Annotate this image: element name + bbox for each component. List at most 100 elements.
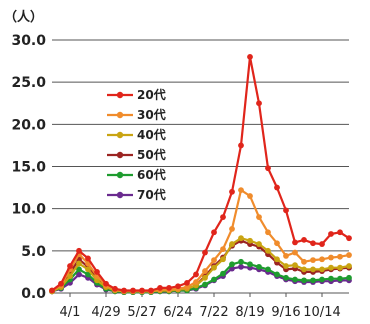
data-point — [247, 53, 253, 60]
data-point — [337, 264, 343, 271]
data-point — [229, 241, 235, 247]
x-tick-label: 10/14 — [303, 305, 340, 320]
data-point — [184, 279, 190, 286]
data-point — [76, 266, 82, 273]
data-point — [229, 188, 235, 195]
series-lines — [49, 53, 352, 296]
data-point — [346, 235, 352, 242]
data-point — [274, 184, 280, 191]
data-point — [184, 284, 190, 290]
data-point — [211, 257, 217, 264]
data-point — [301, 258, 307, 265]
data-point — [139, 287, 145, 294]
data-point — [220, 246, 226, 253]
data-point — [220, 214, 226, 221]
data-point — [238, 263, 244, 270]
x-tick-label: 7/22 — [199, 305, 228, 320]
legend-label: 40代 — [137, 127, 166, 142]
data-point — [292, 239, 298, 246]
y-tick-label: 10.0 — [11, 202, 46, 218]
data-point — [202, 249, 208, 256]
data-point — [310, 240, 316, 247]
legend-marker — [116, 111, 124, 119]
x-tick-label: 4/1 — [60, 305, 81, 320]
y-tick-label: 0.0 — [21, 286, 46, 302]
data-point — [211, 229, 217, 236]
data-point — [58, 280, 64, 287]
data-point — [265, 229, 271, 236]
data-point — [337, 229, 343, 236]
data-point — [310, 277, 316, 284]
data-point — [337, 253, 343, 260]
data-point — [247, 261, 253, 268]
data-point — [256, 263, 262, 270]
data-point — [76, 260, 82, 267]
y-tick-label: 15.0 — [11, 160, 46, 176]
data-point — [67, 263, 73, 269]
x-tick-label: 8/19 — [235, 305, 264, 320]
y-tick-label: 5.0 — [21, 244, 46, 260]
y-tick-label: 30.0 — [11, 33, 46, 49]
x-tick-label: 5/27 — [127, 305, 156, 320]
legend-marker — [116, 151, 124, 159]
data-point — [220, 256, 226, 263]
data-point — [175, 283, 181, 290]
data-point — [274, 271, 280, 278]
data-point — [346, 252, 352, 258]
y-axis: 30.0 25.0 20.0 15.0 10.0 5.0 0.0 — [11, 33, 46, 302]
data-point — [130, 287, 136, 294]
data-point — [256, 214, 262, 221]
data-point — [202, 281, 208, 288]
data-point — [148, 287, 154, 294]
legend: 20代 30代 40代 50代 60代 70代 — [107, 87, 166, 202]
data-point — [85, 255, 91, 262]
data-point — [94, 269, 100, 275]
legend-label: 20代 — [137, 87, 166, 102]
legend-label: 30代 — [137, 107, 166, 122]
data-point — [220, 270, 226, 277]
data-point — [166, 285, 172, 291]
data-point — [328, 275, 334, 282]
data-point — [229, 261, 235, 268]
data-point — [319, 266, 325, 273]
y-tick-label: 25.0 — [11, 75, 46, 91]
data-point — [274, 240, 280, 247]
legend-label: 50代 — [137, 147, 166, 162]
x-tick-label: 4/29 — [91, 305, 120, 320]
data-point — [256, 100, 262, 107]
data-point — [193, 271, 199, 278]
data-point — [229, 226, 235, 232]
data-point — [247, 193, 253, 199]
data-point — [301, 236, 307, 243]
x-tick-label: 9/16 — [271, 305, 300, 320]
legend-marker — [116, 91, 124, 99]
data-point — [238, 187, 244, 194]
data-point — [202, 274, 208, 281]
data-point — [337, 275, 343, 282]
data-point — [346, 263, 352, 269]
data-point — [85, 271, 91, 278]
legend-label: 70代 — [137, 187, 166, 202]
data-point — [265, 247, 271, 254]
data-point — [301, 277, 307, 284]
data-point — [274, 256, 280, 263]
data-point — [292, 262, 298, 269]
data-point — [319, 256, 325, 263]
data-point — [256, 241, 262, 247]
unit-label: （人） — [4, 9, 43, 25]
data-point — [238, 142, 244, 149]
data-point — [238, 258, 244, 265]
series-line-4 — [51, 260, 350, 294]
data-point — [76, 271, 82, 278]
data-point — [112, 285, 118, 292]
data-point — [103, 280, 109, 287]
x-axis: 4/1 4/29 5/27 6/24 7/22 8/19 9/16 10/14 — [60, 293, 341, 320]
data-point — [292, 249, 298, 256]
series-line-1 — [51, 189, 350, 293]
data-point — [202, 268, 208, 274]
data-point — [292, 276, 298, 283]
data-point — [319, 241, 325, 247]
data-point — [283, 274, 289, 281]
data-point — [328, 264, 334, 271]
